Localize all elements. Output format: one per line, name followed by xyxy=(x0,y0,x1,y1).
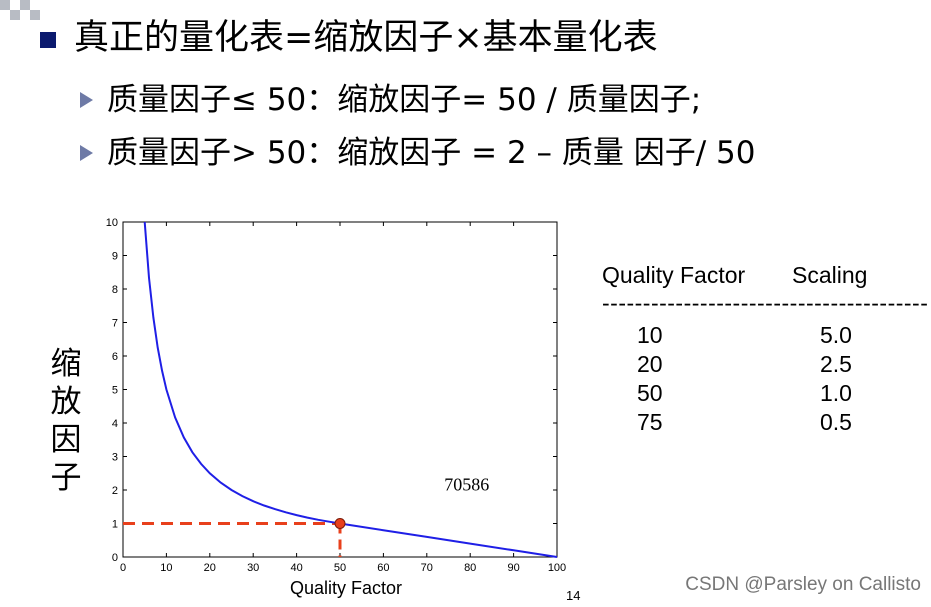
scaling-curve-line xyxy=(143,221,558,558)
arrow-bullet-icon xyxy=(80,144,93,161)
x-tick-label: 30 xyxy=(247,562,259,574)
bullet-text: 质量因子≤ 50：缩放因子= 50 / 质量因子; xyxy=(107,82,702,118)
x-tick-label: 100 xyxy=(548,562,566,574)
table-row: 75 0.5 xyxy=(602,409,862,439)
table-row: 50 1.0 xyxy=(602,380,862,410)
chart-annotation: 70586 xyxy=(444,474,489,494)
y-tick-label: 4 xyxy=(112,418,118,430)
y-tick-label: 0 xyxy=(112,552,118,564)
x-tick-label: 20 xyxy=(204,562,216,574)
table-cell-scaling: 1.0 xyxy=(820,380,852,406)
y-tick-label: 3 xyxy=(112,452,118,464)
y-tick-label: 10 xyxy=(106,217,118,229)
page-number: 14 xyxy=(566,588,581,603)
x-tick-label: 0 xyxy=(120,562,126,574)
x-tick-label: 70 xyxy=(421,562,433,574)
slide-heading: 真正的量化表=缩放因子×基本量化表 xyxy=(74,18,658,58)
table-header-quality: Quality Factor xyxy=(602,262,746,288)
table-cell-quality: 20 xyxy=(637,351,663,377)
bullet-item-high-quality: 质量因子> 50：缩放因子 = 2 – 质量 因子/ 50 xyxy=(80,131,756,175)
y-axis-label: 缩放因子 xyxy=(50,346,82,496)
table-row: 10 5.0 xyxy=(602,322,862,352)
table-cell-quality: 75 xyxy=(637,409,663,435)
x-tick-label: 40 xyxy=(290,562,302,574)
table-cell-quality: 50 xyxy=(637,380,663,406)
y-tick-label: 6 xyxy=(112,351,118,363)
arrow-bullet-icon xyxy=(80,91,93,108)
y-tick-label: 5 xyxy=(112,385,118,397)
x-tick-label: 90 xyxy=(507,562,519,574)
table-cell-scaling: 2.5 xyxy=(820,351,852,377)
x-tick-label: 10 xyxy=(160,562,172,574)
table-header-scaling: Scaling xyxy=(792,262,868,288)
watermark-text: CSDN @Parsley on Callisto xyxy=(685,574,921,595)
table-row: 20 2.5 xyxy=(602,351,862,381)
table-cell-quality: 10 xyxy=(637,322,663,348)
table-rule: ---------------------------------------- xyxy=(602,290,929,316)
bullet-item-low-quality: 质量因子≤ 50：缩放因子= 50 / 质量因子; xyxy=(80,78,701,122)
heading-bullet-square xyxy=(40,32,56,48)
table-cell-scaling: 5.0 xyxy=(820,322,852,348)
x-tick-label: 80 xyxy=(464,562,476,574)
y-tick-label: 2 xyxy=(112,485,118,497)
x-axis-label: Quality Factor xyxy=(290,578,402,598)
x-tick-label: 50 xyxy=(334,562,346,574)
plot-frame xyxy=(122,221,558,558)
decorative-checker-pattern xyxy=(0,0,40,20)
x-tick-label: 60 xyxy=(377,562,389,574)
y-tick-label: 8 xyxy=(112,284,118,296)
y-tick-label: 1 xyxy=(112,519,118,531)
table-cell-scaling: 0.5 xyxy=(820,409,852,435)
highlight-point xyxy=(334,518,346,529)
bullet-text: 质量因子> 50：缩放因子 = 2 – 质量 因子/ 50 xyxy=(107,135,756,171)
y-tick-label: 9 xyxy=(112,251,118,263)
y-tick-label: 7 xyxy=(112,318,118,330)
